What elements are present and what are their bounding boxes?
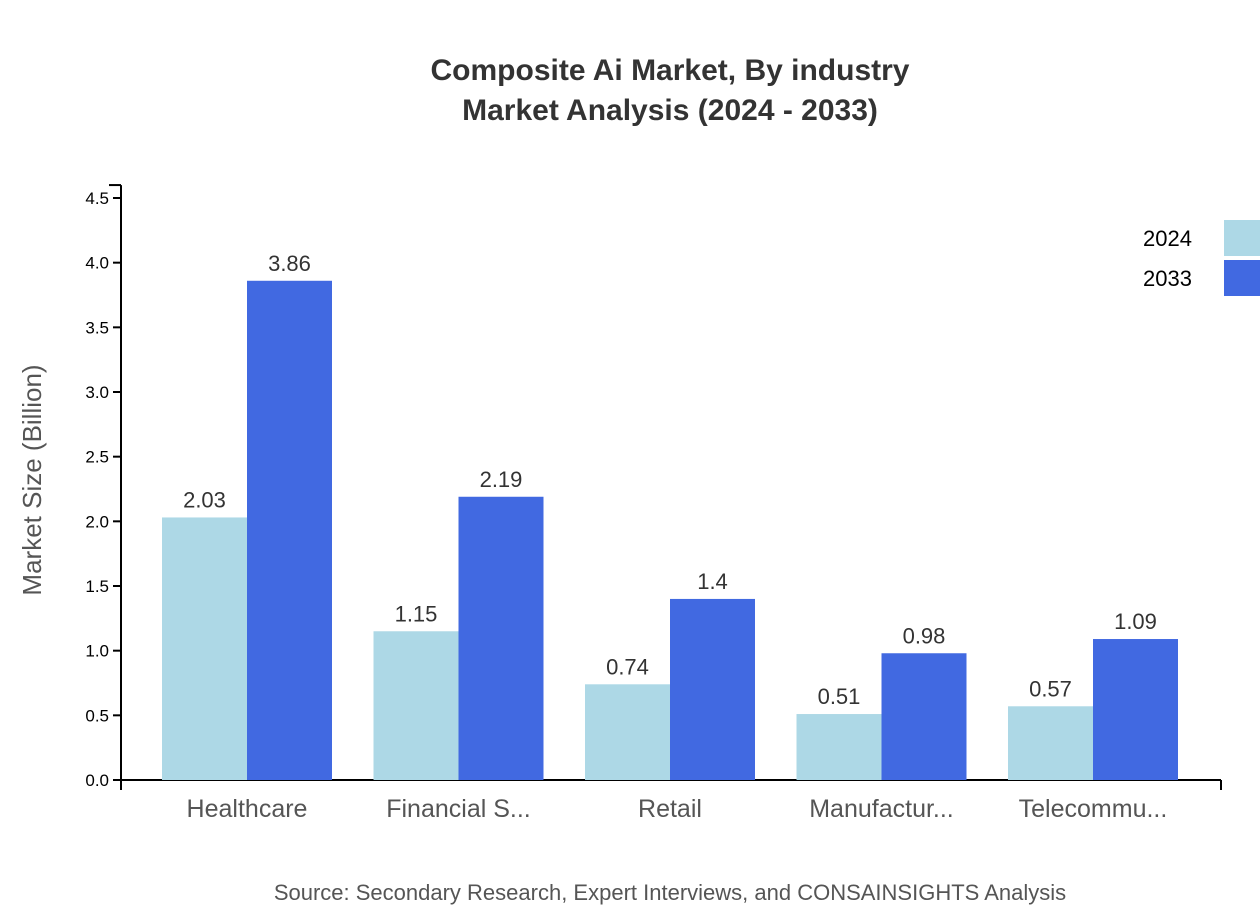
bar-2033 [458,496,544,780]
bar-2024 [585,684,670,780]
bar-2024 [796,714,882,780]
data-label: 1.15 [395,601,438,626]
data-label: 0.74 [606,654,649,679]
bar-2033 [670,598,755,780]
bar-2024 [162,517,247,780]
bar-2033 [247,280,332,780]
x-tick-label: Healthcare [187,795,308,823]
data-label: 2.03 [183,487,226,512]
legend-swatch-2033 [1224,260,1260,296]
legend-label: 2033 [1143,266,1192,291]
y-tick-label: 3.5 [85,318,109,337]
x-tick-label: Manufactur... [809,795,954,823]
y-tick-label: 4.5 [85,189,109,208]
chart-title: Composite Ai Market, By industry [431,54,910,87]
y-tick-label: 1.0 [85,642,109,661]
x-tick-label: Retail [638,795,702,823]
y-tick-label: 0.0 [85,771,109,790]
y-axis-label: Market Size (Billion) [17,364,47,595]
y-tick-label: 4.0 [85,254,109,273]
chart-subtitle: Market Analysis (2024 - 2033) [462,94,878,127]
x-tick-label: Financial S... [386,795,531,823]
y-tick-label: 2.0 [85,512,109,531]
data-label: 2.19 [480,467,523,492]
y-tick-label: 2.5 [85,448,109,467]
data-label: 0.57 [1029,676,1072,701]
data-label: 1.09 [1114,609,1157,634]
legend-swatch-2024 [1224,220,1260,256]
data-label: 0.51 [818,684,861,709]
y-tick-label: 0.5 [85,706,109,725]
bar-2024 [373,631,459,780]
y-tick-label: 1.5 [85,577,109,596]
source-note: Source: Secondary Research, Expert Inter… [274,880,1066,905]
data-label: 1.4 [697,569,728,594]
legend-label: 2024 [1143,226,1192,251]
bar-2033 [1093,639,1178,780]
bar-2033 [881,653,967,780]
y-tick-label: 3.0 [85,383,109,402]
data-label: 0.98 [903,623,946,648]
bar-2024 [1008,706,1093,780]
data-label: 3.86 [268,251,311,276]
x-tick-label: Telecommu... [1019,795,1168,823]
